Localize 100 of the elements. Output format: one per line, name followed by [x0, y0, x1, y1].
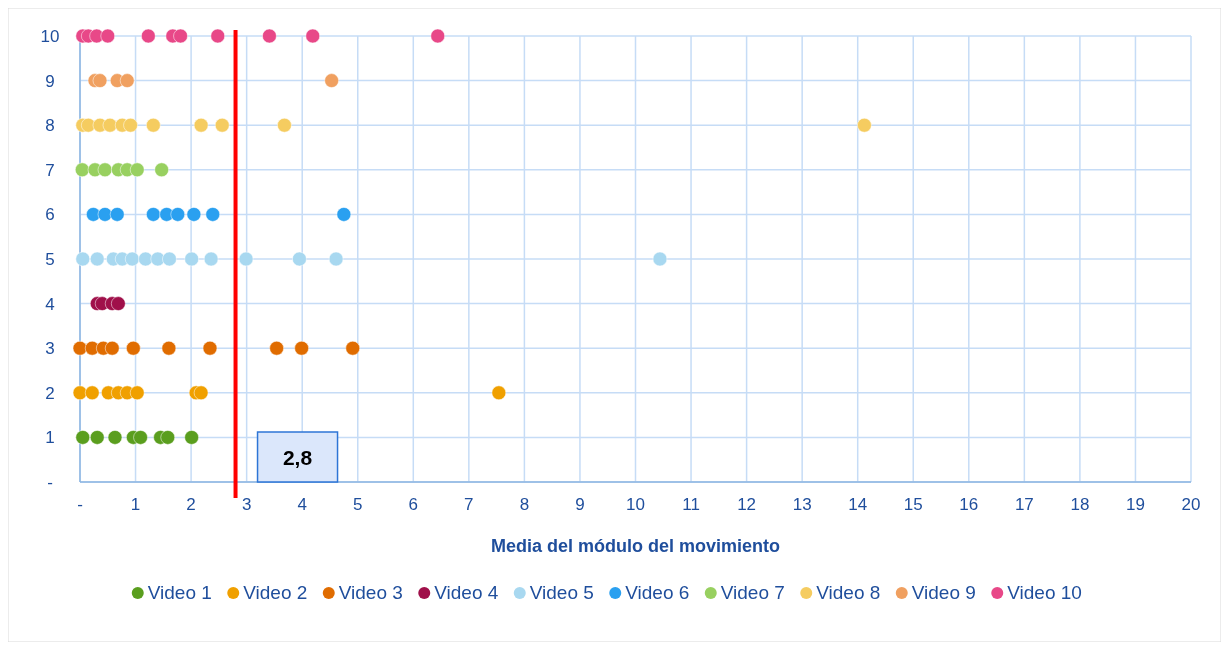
- y-tick-label: 1: [45, 428, 55, 448]
- point: [294, 340, 310, 356]
- point: [100, 28, 116, 44]
- point: [276, 117, 292, 133]
- point: [145, 117, 161, 133]
- point: [170, 206, 186, 222]
- point: [124, 251, 140, 267]
- point: [154, 162, 170, 178]
- point: [72, 385, 88, 401]
- ref-line-label: 2,8: [282, 446, 313, 469]
- legend-label: Video 4: [434, 582, 499, 603]
- x-tick-label: 18: [1070, 495, 1090, 514]
- point: [328, 251, 344, 267]
- legend-label: Video 1: [147, 582, 212, 603]
- y-tick-label: 8: [45, 116, 55, 136]
- point: [160, 429, 176, 445]
- point: [145, 206, 161, 222]
- legend-label: Video 9: [911, 582, 976, 603]
- point: [161, 251, 177, 267]
- y-tick-label: 5: [45, 250, 55, 269]
- point: [75, 429, 91, 445]
- legend-label: Video 3: [338, 582, 403, 603]
- point: [203, 251, 219, 267]
- point: [214, 117, 230, 133]
- point: [856, 117, 872, 133]
- x-tick-label: 1: [130, 495, 141, 514]
- x-tick-label: 11: [682, 495, 700, 514]
- point: [110, 296, 126, 312]
- legend-label: Video 7: [720, 582, 785, 603]
- y-tick-label: 7: [45, 160, 55, 180]
- point: [173, 28, 189, 44]
- x-tick-label: -: [77, 495, 83, 514]
- x-tick-label: 7: [464, 495, 474, 514]
- point: [305, 28, 321, 44]
- point: [85, 206, 101, 222]
- x-tick-label: 19: [1125, 495, 1145, 514]
- y-tick-label: -: [47, 473, 53, 492]
- point: [74, 162, 90, 178]
- point: [97, 162, 113, 178]
- point: [205, 206, 221, 222]
- point: [345, 340, 361, 356]
- x-tick-label: 9: [575, 495, 585, 514]
- y-tick-label: 4: [45, 294, 55, 314]
- point: [89, 251, 105, 267]
- y-tick-label: 2: [45, 383, 55, 403]
- point: [84, 385, 100, 401]
- x-tick-label: 14: [848, 495, 868, 514]
- point: [291, 251, 307, 267]
- y-tick-label: 6: [45, 205, 55, 225]
- point: [92, 73, 108, 89]
- point: [140, 28, 156, 44]
- point: [104, 340, 120, 356]
- point: [652, 251, 668, 267]
- x-tick-label: 16: [959, 495, 979, 514]
- x-tick-label: 4: [297, 495, 307, 514]
- x-tick-label: 12: [737, 495, 757, 514]
- point: [210, 28, 226, 44]
- legend-label: Video 2: [243, 582, 308, 603]
- x-tick-label: 10: [626, 495, 645, 514]
- point: [184, 429, 200, 445]
- point: [129, 162, 145, 178]
- x-axis-title: Media del módulo del movimiento: [490, 536, 781, 556]
- legend-label: Video 5: [529, 582, 594, 603]
- point: [107, 429, 123, 445]
- point: [202, 340, 218, 356]
- y-tick-label: 3: [45, 339, 55, 359]
- x-tick-label: 20: [1181, 495, 1201, 514]
- point: [186, 206, 202, 222]
- point: [193, 117, 209, 133]
- point: [324, 73, 340, 89]
- x-tick-label: 15: [903, 495, 923, 514]
- point: [193, 385, 209, 401]
- point: [75, 251, 91, 267]
- legend-label: Video 6: [625, 582, 690, 603]
- x-tick-label: 13: [792, 495, 812, 514]
- point: [129, 385, 145, 401]
- point: [123, 117, 139, 133]
- legend-label: Video 8: [816, 582, 881, 603]
- point: [102, 117, 118, 133]
- point: [336, 206, 352, 222]
- legend-label: Video 10: [1007, 582, 1082, 603]
- point: [261, 28, 277, 44]
- x-tick-label: 5: [353, 495, 363, 514]
- x-tick-label: 8: [519, 495, 530, 514]
- y-tick-label: 9: [45, 71, 55, 91]
- point: [161, 340, 177, 356]
- point: [238, 251, 254, 267]
- x-tick-label: 17: [1014, 495, 1034, 514]
- point: [119, 73, 135, 89]
- point: [109, 206, 125, 222]
- x-tick-label: 3: [241, 495, 252, 514]
- point: [125, 340, 141, 356]
- point: [184, 251, 200, 267]
- point: [89, 429, 105, 445]
- x-tick-label: 6: [408, 495, 419, 514]
- x-tick-label: 2: [186, 495, 196, 514]
- point: [269, 340, 285, 356]
- y-tick-label: 10: [40, 27, 60, 46]
- point: [97, 206, 113, 222]
- point: [72, 340, 88, 356]
